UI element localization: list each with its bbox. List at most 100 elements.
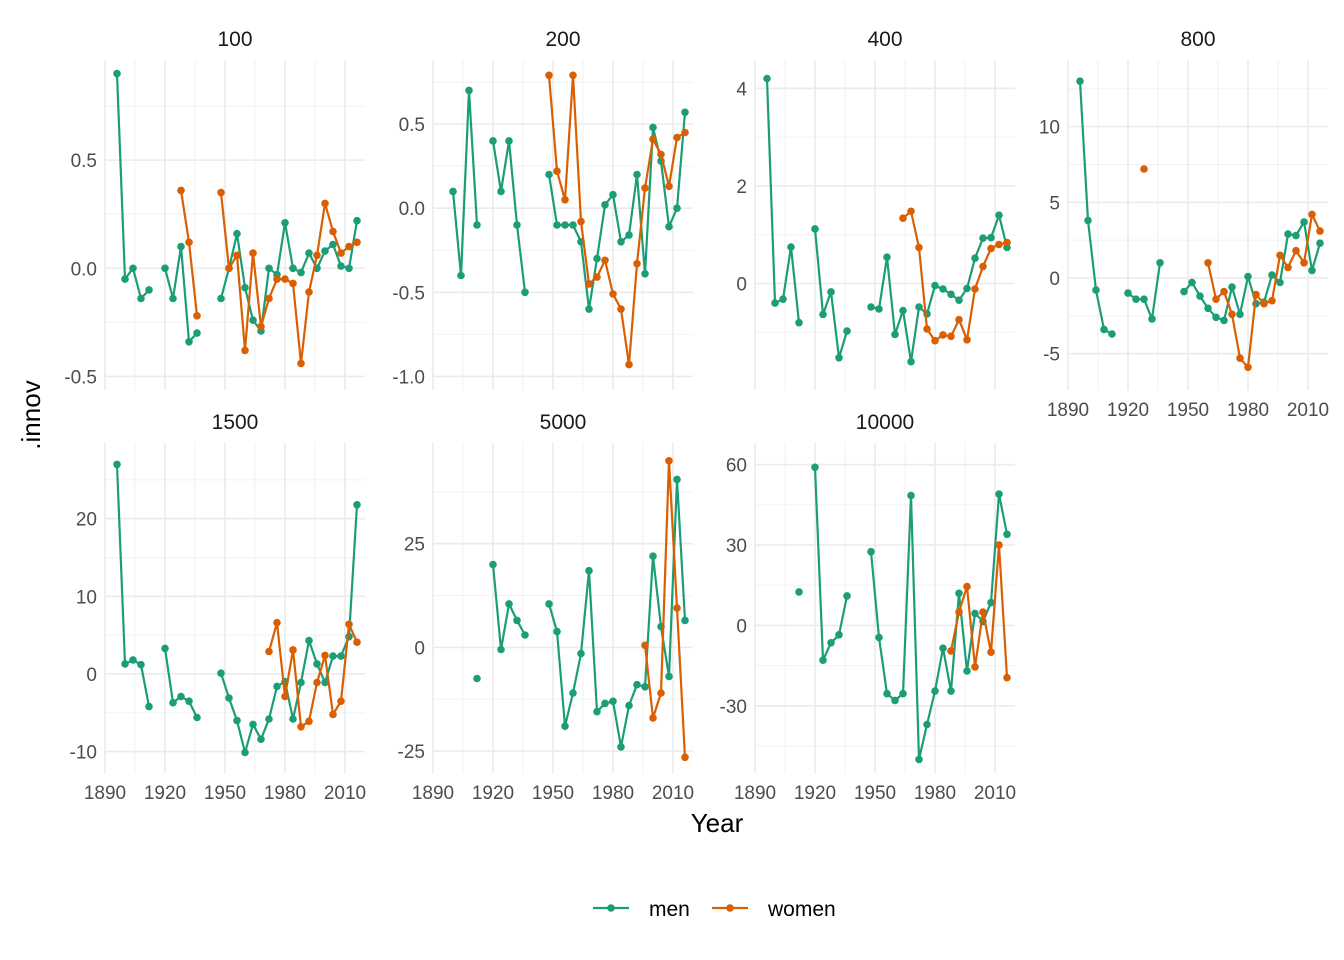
- data-point-women: [265, 647, 273, 656]
- y-tick-label: -5: [1043, 345, 1060, 366]
- data-point-men: [1148, 315, 1156, 323]
- x-tick-label: 1950: [854, 783, 896, 804]
- data-point-women: [681, 753, 689, 762]
- data-point-women: [329, 227, 337, 236]
- data-point-men: [649, 552, 657, 560]
- data-point-men: [843, 327, 851, 335]
- y-tick-label: -25: [398, 742, 425, 763]
- data-point-women: [1292, 246, 1300, 255]
- data-point-women: [665, 457, 673, 465]
- x-tick-label: 1950: [1167, 400, 1209, 421]
- data-point-men: [185, 338, 193, 346]
- data-point-men: [1076, 77, 1084, 85]
- grid: [104, 443, 365, 773]
- data-point-men: [241, 283, 249, 292]
- series-line-women: [267, 621, 359, 728]
- series-women: [947, 541, 1011, 682]
- data-point-men: [811, 463, 819, 472]
- data-point-women: [297, 723, 305, 731]
- panels: 100-0.50.00.5200-1.0-0.50.00.5400024800-…: [64, 28, 1329, 804]
- data-point-women: [1276, 251, 1284, 260]
- y-tick-label: 0: [414, 638, 425, 659]
- data-point-men: [505, 137, 513, 145]
- y-tick-label: 10: [76, 587, 97, 608]
- data-point-women: [177, 186, 185, 195]
- series-line-men: [163, 648, 198, 718]
- data-point-men: [771, 299, 779, 307]
- data-point-men: [129, 656, 137, 664]
- x-tick-label: 1890: [734, 783, 776, 804]
- data-point-men: [513, 616, 521, 625]
- y-tick-label: 60: [726, 456, 747, 477]
- data-point-men: [947, 687, 955, 695]
- data-point-women: [1236, 354, 1244, 363]
- data-point-men: [971, 609, 979, 618]
- data-point-women: [569, 71, 577, 80]
- data-point-women: [345, 620, 353, 629]
- panel-10000: 10000 -30 0 30 60 1890 1920 1950 1980 2010: [720, 411, 1017, 804]
- data-point-women: [979, 608, 987, 616]
- data-point-men: [577, 649, 585, 658]
- data-point-women: [649, 135, 657, 143]
- data-point-men: [665, 222, 673, 231]
- data-point-men: [819, 310, 827, 319]
- data-point-men: [681, 616, 689, 625]
- panel-1500: 1500 -10 0 10 20 1890 1920 1950 1980 2010: [70, 411, 367, 804]
- data-point-men: [489, 560, 497, 569]
- data-point-men: [625, 701, 633, 710]
- data-point-men: [289, 264, 297, 273]
- data-point-men: [971, 254, 979, 262]
- data-point-men: [521, 288, 529, 297]
- data-point-women: [1140, 165, 1148, 173]
- data-point-women: [939, 331, 947, 339]
- data-point-men: [561, 722, 569, 730]
- data-point-women: [633, 259, 641, 268]
- data-point-men: [217, 669, 225, 677]
- y-tick-label: 0: [736, 616, 747, 637]
- data-point-women: [1003, 673, 1011, 682]
- data-point-women: [923, 325, 931, 333]
- y-tick-label: 10: [1039, 118, 1060, 139]
- series-women: [177, 186, 361, 368]
- data-point-men: [681, 108, 689, 117]
- series-men: [449, 86, 689, 313]
- data-point-men: [569, 221, 577, 229]
- data-point-men: [233, 716, 241, 725]
- data-point-men: [257, 735, 265, 743]
- data-point-men: [593, 254, 601, 263]
- data-point-men: [649, 123, 657, 132]
- data-point-women: [553, 167, 561, 175]
- data-point-men: [121, 275, 129, 283]
- grid: [1067, 60, 1328, 390]
- data-point-men: [1124, 289, 1132, 297]
- data-point-men: [553, 221, 561, 229]
- data-point-men: [1316, 239, 1324, 247]
- data-point-women: [593, 273, 601, 281]
- legend-marker: [726, 904, 734, 912]
- data-point-women: [995, 240, 1003, 249]
- data-point-men: [1268, 271, 1276, 279]
- data-point-men: [633, 170, 641, 179]
- data-point-women: [217, 188, 225, 197]
- data-point-women: [321, 651, 329, 660]
- x-tick-label: 1980: [914, 783, 956, 804]
- data-point-men: [521, 631, 529, 639]
- data-point-men: [233, 229, 241, 238]
- data-point-men: [907, 491, 915, 500]
- data-point-women: [681, 128, 689, 137]
- data-point-women: [1284, 263, 1292, 272]
- x-tick-label: 2010: [324, 783, 366, 804]
- legend-item-men: men: [593, 898, 690, 921]
- y-tick-label: 0.5: [399, 115, 425, 136]
- data-point-women: [915, 243, 923, 252]
- series-men: [1076, 77, 1324, 338]
- y-axis-title: .innov: [16, 380, 46, 449]
- series-line-men: [163, 245, 198, 343]
- data-point-men: [513, 221, 521, 229]
- data-point-men: [963, 667, 971, 675]
- data-point-men: [473, 674, 481, 683]
- data-point-men: [867, 547, 875, 556]
- data-point-women: [257, 322, 265, 331]
- x-tick-label: 1980: [592, 783, 634, 804]
- series-line-women: [902, 210, 1008, 342]
